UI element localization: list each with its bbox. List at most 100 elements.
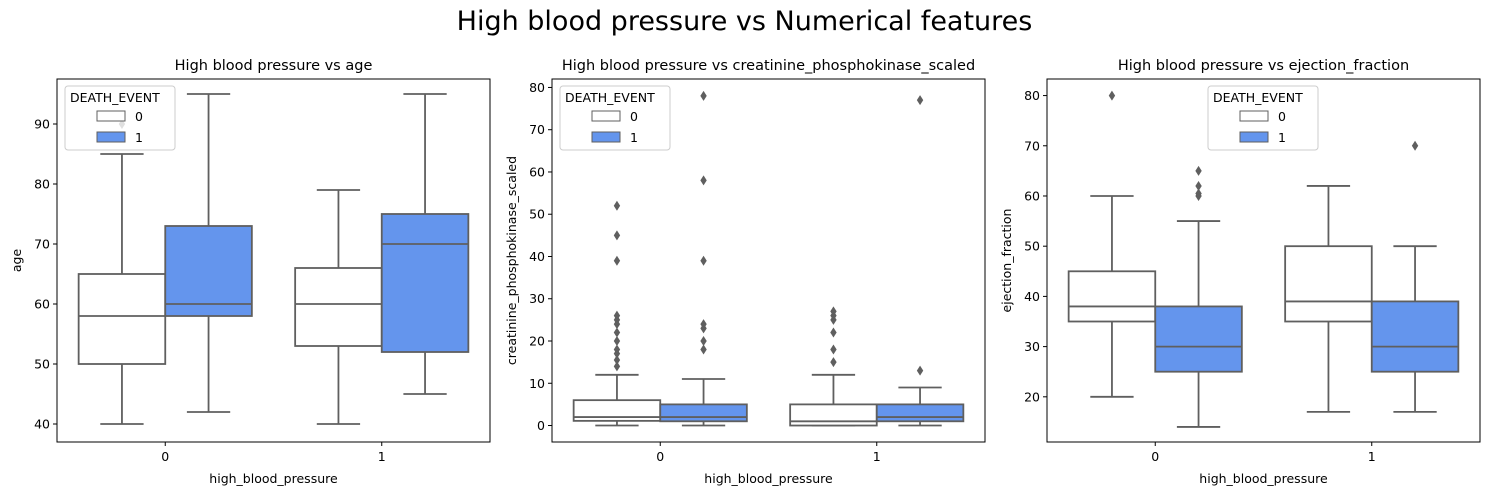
box-0-series-0 (572, 200, 662, 427)
legend-label-0: 0 (1278, 109, 1286, 124)
box-1-series-1 (380, 93, 470, 395)
x-axis-label: high_blood_pressure (704, 471, 833, 486)
legend-label-0: 0 (135, 109, 143, 124)
legend-label-0: 0 (630, 109, 638, 124)
outlier-point (700, 319, 707, 330)
legend-swatch-1 (591, 131, 621, 143)
y-tick-label: 30 (1024, 339, 1040, 354)
figure-suptitle: High blood pressure vs Numerical feature… (456, 6, 1033, 37)
outlier-point (613, 361, 621, 372)
box-iqr (1284, 245, 1373, 323)
outlier-point (613, 310, 621, 321)
legend-swatch-0 (591, 110, 621, 122)
outlier-point (613, 344, 621, 355)
legend-label-1: 1 (1278, 130, 1286, 145)
outlier-point (700, 336, 707, 347)
subplot-title: High blood pressure vs creatinine_phosph… (562, 58, 975, 74)
box-0-series-0 (1067, 90, 1157, 398)
y-tick-label: 60 (529, 164, 545, 179)
y-axis-label: age (9, 249, 24, 273)
outlier-point (1108, 90, 1116, 101)
outlier-point (613, 200, 621, 211)
outlier-point (916, 365, 924, 376)
outlier-point (1195, 180, 1202, 191)
legend-swatch-1 (96, 131, 126, 143)
box-1-series-0 (789, 306, 878, 427)
outlier-point (830, 327, 837, 338)
box-iqr (1370, 300, 1460, 373)
y-tick-label: 50 (34, 357, 50, 372)
plot-frame (56, 78, 491, 443)
plot-frame (551, 78, 986, 443)
legend-swatch-0 (1239, 110, 1269, 122)
outlier-point (700, 90, 707, 101)
outlier-point (613, 355, 621, 366)
y-tick-label: 70 (529, 122, 545, 137)
y-tick-label: 30 (529, 291, 545, 306)
outlier-point (613, 255, 621, 266)
y-tick-label: 50 (1024, 239, 1040, 254)
legend-title: DEATH_EVENT (565, 90, 655, 105)
outlier-point (830, 306, 837, 317)
subplot-2: High blood pressure vs creatinine_phosph… (504, 58, 986, 486)
legend-swatch-1 (1239, 131, 1269, 143)
x-tick-label: 0 (161, 449, 169, 464)
box-0-series-1 (164, 93, 253, 413)
y-tick-label: 10 (529, 376, 545, 391)
outlier-point (1411, 140, 1419, 151)
box-1-series-1 (1370, 140, 1460, 413)
y-tick-label: 60 (34, 297, 50, 312)
subplot-title: High blood pressure vs age (175, 58, 373, 74)
outlier-point (700, 344, 707, 355)
box-iqr (875, 403, 965, 423)
legend-title: DEATH_EVENT (1213, 90, 1303, 105)
outlier-point (613, 230, 621, 241)
box-iqr (380, 213, 470, 353)
x-tick-label: 0 (1151, 449, 1159, 464)
box-iqr (1067, 270, 1157, 323)
y-tick-label: 20 (529, 334, 545, 349)
outlier-point (1195, 188, 1202, 199)
subplot-3: High blood pressure vs ejection_fraction… (999, 58, 1481, 486)
y-tick-label: 70 (1024, 138, 1040, 153)
y-tick-label: 70 (34, 237, 50, 252)
legend-title: DEATH_EVENT (70, 90, 160, 105)
y-tick-label: 60 (1024, 188, 1040, 203)
box-1-series-1 (875, 95, 965, 427)
y-axis-label: ejection_fraction (999, 209, 1014, 313)
legend: DEATH_EVENT 0 1 (64, 85, 176, 151)
box-iqr (294, 267, 383, 347)
y-tick-label: 40 (34, 417, 50, 432)
box-iqr (77, 273, 167, 365)
y-tick-label: 80 (34, 177, 50, 192)
box-iqr (789, 403, 878, 427)
legend-label-1: 1 (630, 130, 638, 145)
x-tick-label: 1 (1368, 449, 1376, 464)
outlier-point (916, 95, 924, 106)
y-tick-label: 80 (529, 80, 545, 95)
y-tick-label: 20 (1024, 389, 1040, 404)
legend-label-1: 1 (135, 130, 143, 145)
x-tick-label: 1 (873, 449, 881, 464)
outlier-point (613, 327, 621, 338)
box-iqr (659, 403, 748, 423)
box-iqr (164, 225, 253, 317)
y-tick-label: 50 (529, 207, 545, 222)
box-0-series-1 (1154, 165, 1243, 428)
box-0-series-0 (77, 119, 167, 425)
box-1-series-0 (294, 189, 383, 425)
x-tick-label: 1 (378, 449, 386, 464)
y-axis-label: creatinine_phosphokinase_scaled (504, 156, 519, 365)
x-tick-label: 0 (656, 449, 664, 464)
outlier-point (830, 344, 837, 355)
box-1-series-0 (1284, 185, 1373, 413)
outlier-point (613, 336, 621, 347)
y-tick-label: 90 (34, 117, 50, 132)
y-tick-label: 80 (1024, 88, 1040, 103)
outlier-point (830, 357, 837, 368)
outlier-point (700, 175, 707, 186)
legend-swatch-0 (96, 110, 126, 122)
outlier-point (1195, 165, 1202, 176)
